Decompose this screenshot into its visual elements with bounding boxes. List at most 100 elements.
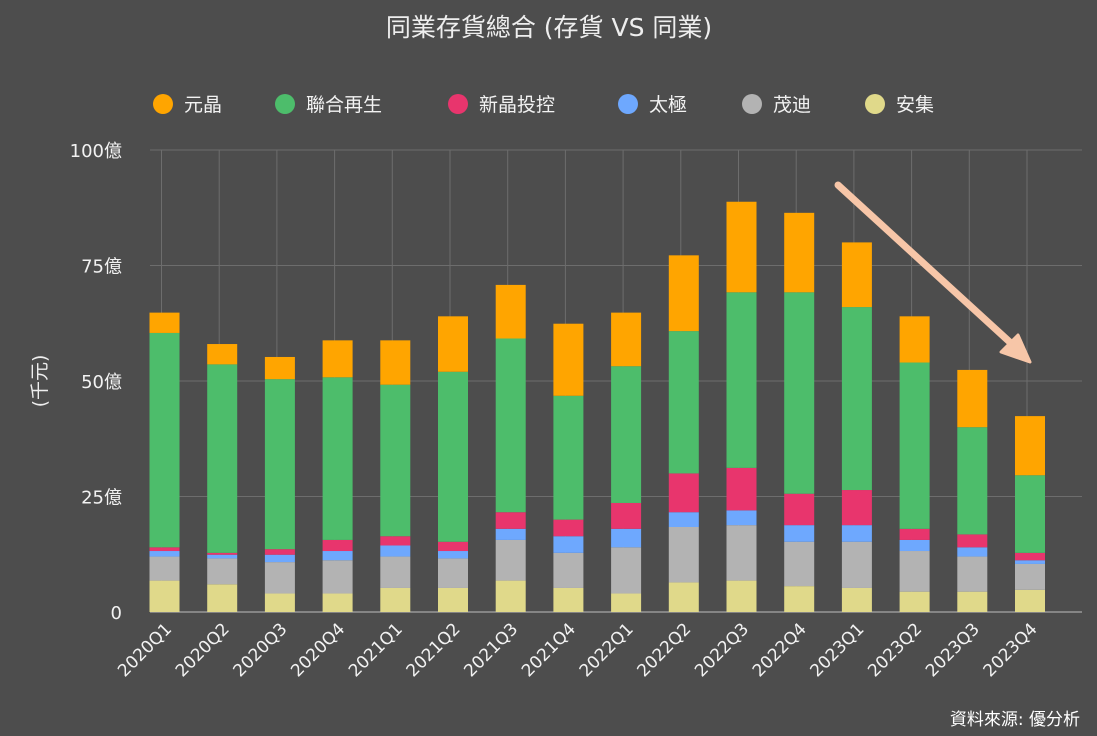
y-tick-label: 75億 <box>81 257 122 278</box>
bar-segment <box>1015 416 1045 476</box>
x-tick-label: 2022Q1 <box>576 619 638 681</box>
bar-segment <box>668 255 699 332</box>
y-axis-label: (千元) <box>29 355 51 408</box>
bar-segment <box>438 371 468 542</box>
bar-segment <box>899 528 930 540</box>
bar-segment <box>553 552 584 588</box>
bar-segment <box>841 242 872 308</box>
bar-segment <box>726 201 757 293</box>
bar-segment <box>611 366 642 503</box>
bar-segment <box>322 560 353 594</box>
y-axis-ticks: 0 25億 50億 75億 100億 <box>70 141 122 624</box>
bar-segment <box>207 554 238 559</box>
bar-segment <box>264 562 295 594</box>
bar-segment <box>438 551 468 559</box>
bar-segment <box>1015 560 1045 564</box>
bar-segment <box>841 525 872 542</box>
y-tick-label: 100億 <box>70 141 122 162</box>
bar-segment <box>322 377 353 540</box>
legend-label: 安集 <box>896 94 934 116</box>
bar-segment <box>611 312 642 367</box>
x-tick-label: 2023Q3 <box>922 619 984 681</box>
bar-segment <box>495 539 526 581</box>
x-tick-label: 2020Q1 <box>114 619 176 681</box>
bars <box>149 201 1045 612</box>
x-tick-label: 2021Q4 <box>518 619 580 681</box>
bar-segment <box>322 551 353 561</box>
x-tick-label: 2023Q1 <box>807 619 869 681</box>
bar-segment <box>495 338 526 513</box>
x-tick-label: 2020Q4 <box>287 619 349 681</box>
bar-segment <box>264 549 295 555</box>
trend-arrow-annotation <box>834 181 1032 364</box>
legend-label: 太極 <box>649 94 687 116</box>
bar-segment <box>264 554 295 563</box>
bar-segment <box>149 547 180 552</box>
bar-segment <box>149 551 180 557</box>
x-tick-label: 2022Q2 <box>633 619 695 681</box>
bar-segment <box>380 340 411 385</box>
bar-segment <box>668 512 699 527</box>
bar-segment <box>784 493 815 526</box>
bar-segment <box>726 510 757 526</box>
bar-segment <box>957 369 988 428</box>
bar-segment <box>784 292 815 494</box>
bar-segment <box>784 541 815 587</box>
x-tick-label: 2022Q4 <box>749 619 811 681</box>
x-tick-label: 2022Q3 <box>691 619 753 681</box>
bar-segment <box>784 525 815 542</box>
bar-segment <box>611 528 642 548</box>
bar-segment <box>726 580 757 612</box>
bar-segment <box>668 331 699 474</box>
legend-marker <box>865 94 885 114</box>
x-axis-ticks: 2020Q12020Q22020Q32020Q42021Q12021Q22021… <box>114 619 1041 681</box>
x-tick-label: 2021Q1 <box>345 619 407 681</box>
legend-marker <box>742 94 762 114</box>
source-label: 資料來源: 優分析 <box>950 710 1080 730</box>
bar-segment <box>207 584 238 612</box>
bar-segment <box>726 467 757 511</box>
legend-label: 元晶 <box>184 94 222 116</box>
bar-segment <box>841 587 872 612</box>
bar-segment <box>264 593 295 612</box>
bar-segment <box>149 556 180 581</box>
bar-segment <box>149 312 180 333</box>
bar-segment <box>553 519 584 537</box>
bar-segment <box>380 536 411 546</box>
bar-segment <box>784 586 815 612</box>
bar-segment <box>668 473 699 513</box>
bar-segment <box>841 490 872 526</box>
bar-segment <box>611 502 642 529</box>
bar-segment <box>149 332 180 548</box>
x-tick-label: 2023Q4 <box>980 619 1042 681</box>
legend-label: 聯合再生 <box>306 94 382 116</box>
bar-segment <box>899 539 930 552</box>
bar-segment <box>380 545 411 557</box>
bar-segment <box>438 587 468 612</box>
x-tick-label: 2021Q3 <box>460 619 522 681</box>
x-tick-label: 2021Q2 <box>403 619 465 681</box>
bar-segment <box>380 587 411 612</box>
legend: 元晶 聯合再生 新晶投控 太極 茂迪 安集 <box>153 94 934 116</box>
bar-segment <box>438 558 468 588</box>
bar-segment <box>322 340 353 378</box>
bar-segment <box>495 284 526 339</box>
bar-segment <box>668 582 699 612</box>
bar-segment <box>726 525 757 581</box>
bar-segment <box>207 344 238 365</box>
bar-segment <box>438 541 468 552</box>
bar-segment <box>495 528 526 540</box>
bar-segment <box>322 539 353 552</box>
bar-segment <box>207 558 238 585</box>
bar-segment <box>264 379 295 550</box>
bar-segment <box>149 580 180 612</box>
bar-segment <box>553 395 584 520</box>
bar-segment <box>726 292 757 468</box>
bar-segment <box>1015 563 1045 590</box>
bar-segment <box>899 551 930 592</box>
bar-segment <box>957 556 988 592</box>
x-tick-label: 2020Q3 <box>230 619 292 681</box>
bar-segment <box>264 356 295 380</box>
bar-segment <box>1015 552 1045 561</box>
